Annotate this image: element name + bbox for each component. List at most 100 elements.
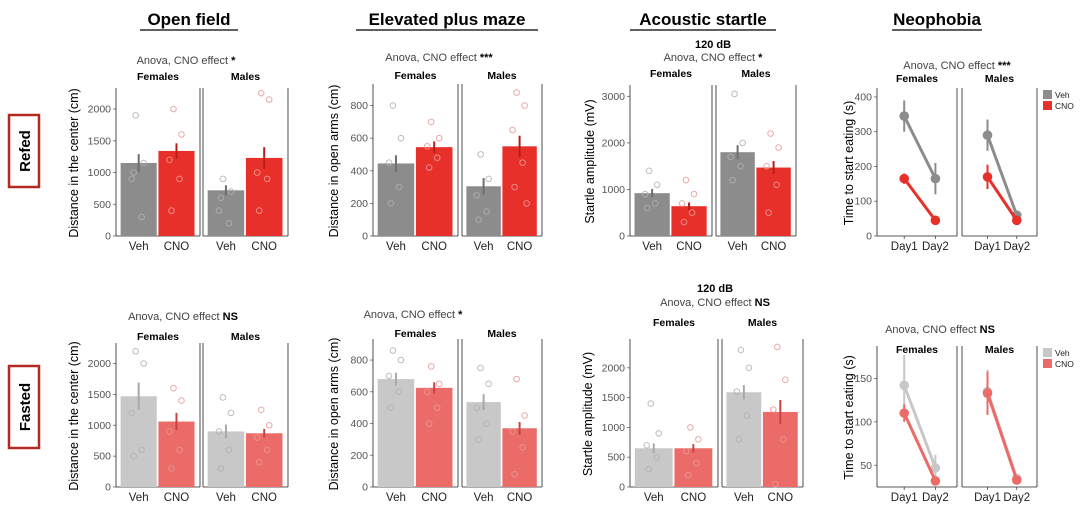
chart-epm-refed: Anova, CNO effect *** Distance in open ar… [327,52,543,253]
x-tick-label: Veh [644,492,664,504]
y-tick-label: 200 [350,198,368,210]
y-tick-label: 500 [93,199,111,211]
x-tick-label: Veh [642,241,662,253]
series-veh-point [930,173,941,184]
bar-veh [720,152,755,236]
data-point [219,175,227,183]
data-point [263,446,271,454]
x-tick-label: Veh [728,241,748,253]
data-point [170,105,177,113]
y-tick-label: 500 [93,451,111,463]
bar-cno [158,421,195,487]
data-point [729,176,736,184]
data-point [645,465,653,473]
facet-females: Females Veh CNO [372,328,459,504]
bar-veh [634,448,673,487]
x-tick-label: Day2 [922,241,949,253]
y-tick-label: 200 [350,450,368,462]
data-point [170,384,177,392]
x-tick-label: CNO [164,241,190,253]
series-cno-point [982,388,993,398]
bar-cno [415,387,453,487]
y-tick-label: 400 [854,91,872,103]
data-point [519,444,526,451]
y-tick-label: 1500 [88,389,112,401]
x-tick-label: Veh [474,241,494,253]
x-tick-label: Veh [386,492,406,504]
x-tick-label: Day1 [891,241,918,253]
data-point [773,181,780,189]
y-axis-label: Time to start eating (s) [842,355,856,480]
facet-females: Females Veh CNO [629,317,719,504]
data-point [737,346,745,354]
facet-males: Males Day1 Day2 [961,73,1038,253]
anova-label: Anova, CNO effect * [364,309,464,321]
y-tick-label: 3000 [602,91,626,103]
y-tick-label: 500 [607,452,625,464]
y-tick-label: 0 [105,231,111,243]
row-label-fasted-text: Fasted [17,383,34,431]
facet-females: Females Veh CNO [629,68,713,253]
data-point [138,213,145,221]
series-cno-line [986,392,1019,481]
anova-significance: * [755,52,763,64]
data-point [509,428,516,435]
y-tick-label: 100 [854,416,872,428]
chart-header: 120 dB [697,283,733,295]
data-point [509,126,516,134]
x-tick-label: Veh [129,492,149,504]
anova-significance: * [455,309,463,321]
bar-cno [158,150,195,236]
data-point [423,143,431,150]
data-point [772,480,779,488]
data-point [735,436,743,443]
chart-neo-refed: Anova, CNO effect *** Time to start eatin… [842,60,1074,253]
data-point [225,446,233,454]
y-tick-label: 800 [350,100,368,112]
data-point [774,343,781,351]
chart-as-fasted: 120 dB Anova, CNO effect NS Startle amplit… [581,283,804,504]
data-point [130,169,137,176]
x-tick-label: CNO [251,241,277,253]
anova-prefix: Anova, CNO effect [664,52,756,64]
series-cno-point [930,215,941,226]
facet-males: Males Veh CNO [461,70,543,253]
data-point [765,209,772,217]
bar-cno [762,411,798,487]
data-point [643,441,651,449]
title-acoustic-startle: Acoustic startle [639,10,767,29]
x-tick-label: Veh [216,241,236,253]
facet-males: Males Veh CNO [461,328,543,504]
x-tick-label: CNO [676,241,702,253]
bar-cno [502,146,537,236]
data-point [643,204,651,212]
data-point [397,134,405,142]
anova-significance: NS [220,311,238,323]
data-point [739,139,746,147]
bar-cno [245,157,283,236]
chart-of-refed: Anova, CNO effect * Distance in the cente… [67,55,289,253]
facet-label: Males [487,328,516,340]
x-tick-label: CNO [681,492,707,504]
data-point [477,364,484,372]
x-tick-label: CNO [421,492,447,504]
data-point [253,169,261,176]
anova-prefix: Anova, CNO effect [137,55,229,67]
bar-cno [674,448,713,487]
chart-of-fasted: Anova, CNO effect NS Distance in the cent… [67,311,289,504]
facet-females: Females Day1 Day2 [876,73,958,253]
row-label-fasted: Fasted [7,364,41,450]
data-point [227,409,235,417]
y-tick-label: 1000 [88,167,112,179]
series-veh-line [986,134,1019,216]
chart-header: 120 dB [695,39,731,51]
y-axis-label: Distance in open arms (cm) [327,338,341,491]
data-point [176,446,183,454]
data-point [485,175,492,183]
facet-label: Females [137,71,179,83]
x-tick-label: CNO [421,241,447,253]
data-point [737,162,744,170]
data-point [168,207,175,214]
